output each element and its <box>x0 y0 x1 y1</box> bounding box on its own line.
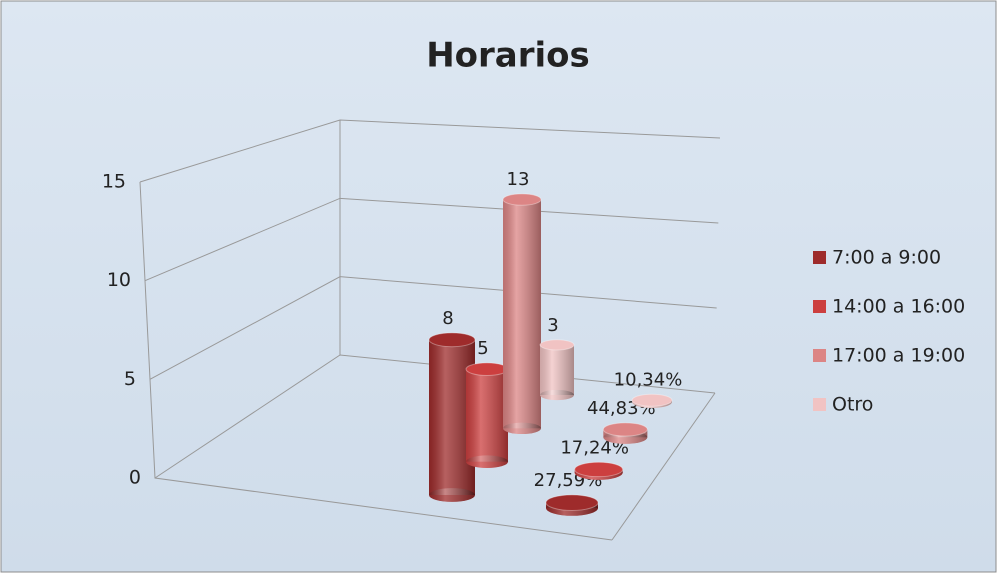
legend-label: 17:00 a 19:00 <box>832 345 965 367</box>
bar-top <box>545 494 599 511</box>
y-tick-label: 5 <box>124 368 136 390</box>
chart-title: Horarios <box>426 36 590 76</box>
data-label: 8 <box>442 308 453 329</box>
data-label: 10,34% <box>614 369 683 390</box>
legend-label: 14:00 a 16:00 <box>832 296 965 318</box>
grid-line <box>149 276 717 380</box>
y-tick-label: 15 <box>102 171 126 193</box>
grid-line <box>144 197 719 282</box>
bar-top <box>465 362 509 376</box>
bar-bottom-shade <box>540 389 574 401</box>
bar-top <box>631 393 673 407</box>
bar-top <box>428 332 476 348</box>
bar-shade <box>503 199 541 429</box>
axis-frame <box>611 392 716 541</box>
bar-top <box>574 461 624 478</box>
bar-top <box>502 193 542 206</box>
legend-label: 7:00 a 9:00 <box>832 247 941 269</box>
bar-top <box>539 339 575 351</box>
legend-swatch <box>813 300 826 313</box>
legend-label: Otro <box>832 394 873 416</box>
y-tick-label: 10 <box>107 269 131 291</box>
bar-bottom-shade <box>503 422 541 435</box>
data-label: 13 <box>507 169 530 190</box>
bar-bottom-shade <box>466 455 508 468</box>
grid-line <box>154 354 716 479</box>
grid-line <box>139 119 721 183</box>
bar-shade <box>540 344 574 395</box>
data-label: 3 <box>547 315 558 336</box>
data-label: 5 <box>477 338 488 359</box>
bar-top <box>602 422 648 437</box>
legend-swatch <box>813 349 826 362</box>
legend-swatch <box>813 398 826 411</box>
bar-bottom-shade <box>429 488 475 502</box>
legend-swatch <box>813 251 826 264</box>
bar-shade <box>466 369 508 462</box>
y-tick-label: 0 <box>129 467 141 489</box>
